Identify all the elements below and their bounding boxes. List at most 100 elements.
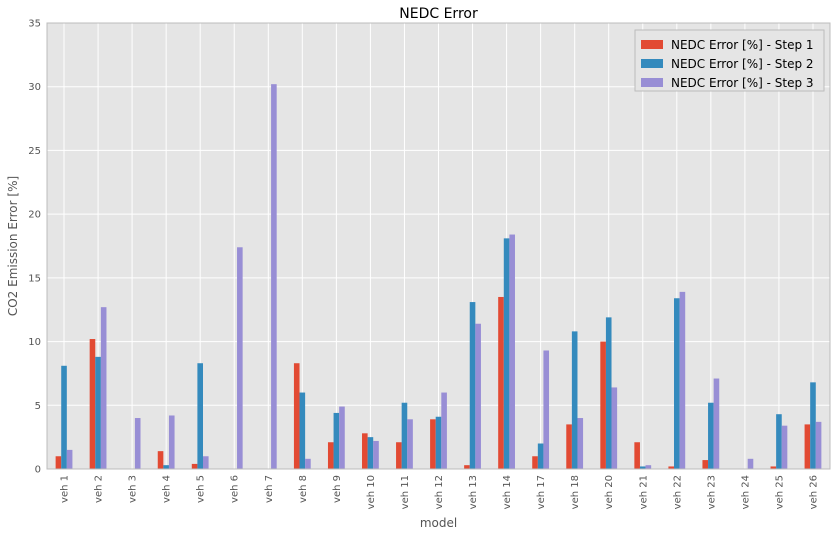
x-tick-label: veh 6 [230,475,241,503]
x-tick-label: veh 17 [536,475,547,509]
bar-series-2 [61,366,67,469]
bar-series-3 [373,441,379,469]
bar-series-3 [782,426,788,469]
x-tick-labels: veh 1 veh 2 veh 3 veh 4 veh 5 veh 6 veh 7 veh 8… [60,475,820,509]
bar-series-3 [646,465,652,469]
bar-series-2 [197,363,203,469]
bar-series-2 [776,414,782,469]
x-tick-label: veh 21 [638,475,649,509]
bar-series-3 [271,84,277,469]
bar-series-2 [674,298,680,469]
bar-series-3 [101,307,107,469]
bar-series-3 [543,350,549,469]
x-tick-label: veh 13 [468,475,479,509]
bar-series-2 [95,357,101,469]
bar-series-2 [708,403,714,469]
legend-swatch [641,78,663,87]
x-tick-label: veh 3 [128,475,139,503]
x-tick-label: veh 22 [672,475,683,509]
bar-series-2 [504,238,510,469]
bar-series-1 [192,464,198,469]
bar-series-2 [368,437,374,469]
y-tick-label: 10 [28,337,41,348]
legend-label: NEDC Error [%] - Step 1 [671,38,814,52]
bar-series-3 [339,407,345,469]
bar-series-2 [163,465,169,469]
x-tick-label: veh 7 [264,475,275,503]
bar-series-2 [538,444,544,469]
bar-series-3 [441,393,447,469]
x-tick-label: veh 2 [94,475,105,503]
y-tick-label: 5 [35,401,41,412]
bar-series-1 [362,433,368,469]
x-tick-label: veh 8 [298,475,309,503]
bar-series-1 [430,419,436,469]
legend-label: NEDC Error [%] - Step 3 [671,76,814,90]
bar-series-2 [606,317,612,469]
x-tick-label: veh 1 [60,475,71,503]
bar-series-3 [816,422,822,469]
bar-series-1 [56,456,62,469]
y-axis-label: CO2 Emission Error [%] [6,176,20,316]
bar-series-3 [680,292,686,469]
bar-series-3 [509,235,515,469]
bar-series-1 [464,465,470,469]
y-tick-label: 15 [28,273,41,284]
x-tick-label: veh 4 [162,475,173,503]
legend-label: NEDC Error [%] - Step 2 [671,57,814,71]
bar-series-2 [470,302,476,469]
bar-series-1 [328,442,334,469]
bar-series-2 [810,382,816,469]
bar-series-1 [532,456,538,469]
x-tick-label: veh 14 [502,475,513,509]
bar-series-2 [436,417,442,469]
x-tick-label: veh 5 [196,475,207,503]
bar-series-3 [169,415,175,469]
x-tick-label: veh 12 [434,475,445,509]
x-tick-label: veh 25 [774,475,785,509]
x-tick-label: veh 9 [332,475,343,503]
bar-series-3 [748,459,754,469]
bar-series-3 [612,387,618,469]
x-tick-label: veh 20 [604,475,615,509]
legend-swatch [641,59,663,68]
bar-series-1 [158,451,164,469]
chart-title: NEDC Error [399,6,478,22]
bar-series-1 [634,442,640,469]
y-tick-label: 25 [28,146,41,157]
y-tick-label: 20 [28,210,41,221]
bar-series-1 [294,363,300,469]
bar-series-1 [498,297,504,469]
bar-series-2 [334,413,340,469]
bar-series-1 [600,342,606,469]
bar-series-3 [577,418,583,469]
bar-series-1 [702,460,708,469]
bar-series-1 [90,339,96,469]
bar-series-3 [203,456,209,469]
bar-series-2 [572,331,578,469]
bar-series-3 [135,418,141,469]
y-tick-label: 0 [35,465,41,476]
bar-series-2 [300,393,306,469]
y-tick-label: 30 [28,82,41,93]
bar-series-3 [475,324,481,469]
bar-series-3 [67,450,73,469]
bar-series-3 [305,459,311,469]
bar-series-1 [805,424,811,469]
bar-series-3 [237,247,243,469]
x-tick-label: veh 11 [400,475,411,509]
bar-series-2 [402,403,408,469]
legend: NEDC Error [%] - Step 1 NEDC Error [%] - … [635,30,824,91]
x-axis-label: model [420,516,457,530]
bar-series-1 [396,442,402,469]
x-tick-label: veh 26 [808,475,819,509]
x-tick-label: veh 10 [366,475,377,509]
x-tick-label: veh 23 [706,475,717,509]
x-tick-label: veh 24 [740,475,751,509]
bar-series-3 [407,419,413,469]
bar-series-3 [714,379,720,469]
y-tick-labels: 0 5 10 15 20 25 30 35 [28,19,41,476]
bar-series-1 [566,424,572,469]
